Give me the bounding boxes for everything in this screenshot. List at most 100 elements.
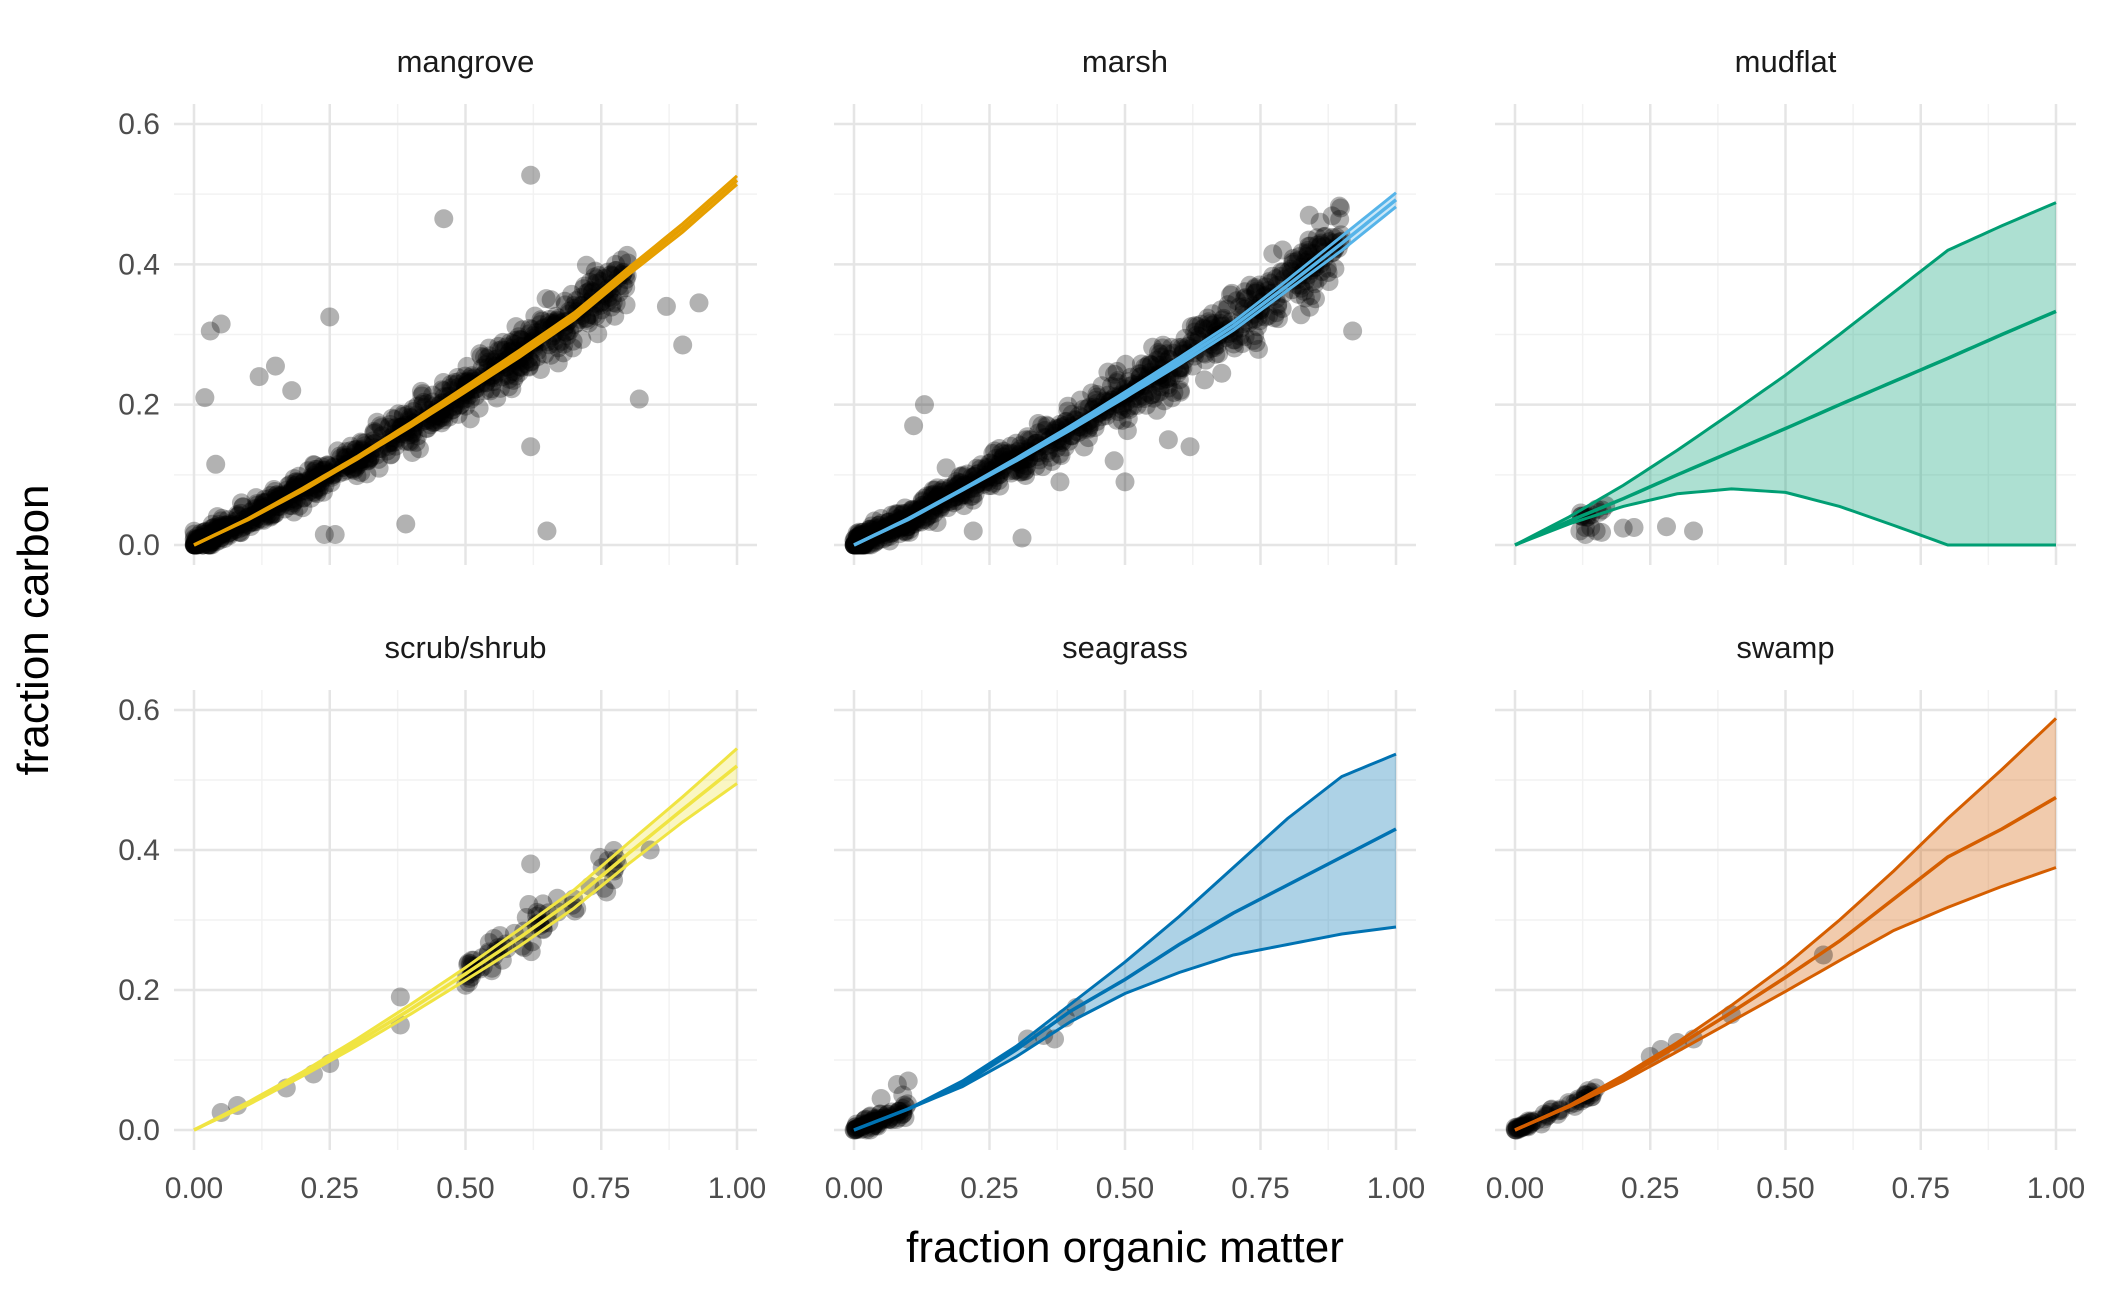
data-point [586, 273, 606, 293]
data-point [1197, 319, 1217, 339]
data-point [413, 384, 433, 404]
data-point [1217, 299, 1237, 319]
data-point [1200, 314, 1220, 334]
data-point [1175, 328, 1195, 348]
data-point [357, 464, 377, 484]
data-point [1118, 398, 1138, 418]
ribbon-lower-line [1514, 487, 2056, 547]
data-point [604, 859, 624, 879]
data-point [195, 388, 215, 408]
data-point [629, 389, 649, 409]
data-point [203, 521, 223, 541]
data-point [1224, 338, 1244, 358]
data-point [1153, 338, 1173, 358]
x-tick-label: 0.50 [1096, 1172, 1154, 1205]
data-point [562, 284, 582, 304]
data-point [1047, 438, 1067, 458]
data-point [210, 518, 230, 538]
data-point [1505, 1118, 1525, 1138]
y-tick-label: 0.6 [118, 108, 160, 141]
data-point [1299, 230, 1319, 250]
data-point [206, 454, 226, 474]
data-point [187, 529, 207, 549]
data-point [1015, 461, 1035, 481]
data-point [927, 489, 947, 509]
data-point [554, 334, 574, 354]
data-point [525, 306, 545, 326]
data-point [1246, 283, 1266, 303]
data-point [934, 478, 954, 498]
data-point [577, 310, 597, 330]
data-point [1319, 232, 1339, 252]
facet-title: mudflat [1735, 44, 1837, 79]
data-point [1021, 430, 1041, 450]
data-point [562, 895, 582, 915]
data-point [1283, 248, 1303, 268]
data-point [1235, 327, 1255, 347]
data-point [494, 340, 514, 360]
data-point [1001, 463, 1021, 483]
data-point [521, 942, 541, 962]
data-point [885, 504, 905, 524]
data-point [1059, 431, 1079, 451]
data-point [1183, 356, 1203, 376]
data-point [439, 407, 459, 427]
data-point [604, 870, 624, 890]
data-point [1037, 416, 1057, 436]
ribbon-upper-line [1514, 717, 2058, 1132]
data-point [1224, 334, 1244, 354]
data-point [1570, 521, 1590, 541]
data-point [844, 532, 864, 552]
data-point [1141, 355, 1161, 375]
data-point [689, 293, 709, 313]
data-point [1266, 303, 1286, 323]
facet-panel-mudflat: mudflat [1495, 44, 2076, 565]
data-point [1142, 385, 1162, 405]
data-point [1299, 236, 1319, 256]
x-tick-label: 0.00 [165, 1172, 223, 1205]
data-point [576, 255, 596, 275]
data-point [451, 395, 471, 415]
data-point [208, 519, 228, 539]
data-point [849, 522, 869, 542]
data-point [282, 381, 302, 401]
data-point [1206, 344, 1226, 364]
data-point [1329, 196, 1349, 216]
data-point [328, 441, 348, 461]
data-point [1133, 386, 1153, 406]
data-point [555, 295, 575, 315]
ribbon-upper-line [853, 752, 1397, 1132]
data-point [1147, 400, 1167, 420]
data-point [927, 513, 947, 533]
data-point [547, 334, 567, 354]
data-point [983, 443, 1003, 463]
data-point [371, 418, 391, 438]
data-point [923, 480, 943, 500]
data-point [911, 512, 931, 532]
data-point [1105, 364, 1125, 384]
data-point [548, 338, 568, 358]
data-point [505, 362, 525, 382]
data-point [1299, 205, 1319, 225]
data-point [1236, 287, 1256, 307]
data-point [289, 496, 309, 516]
data-point [513, 320, 533, 340]
data-point [1037, 415, 1057, 435]
data-point [403, 399, 423, 419]
data-point [1294, 281, 1314, 301]
data-point [617, 245, 637, 265]
data-point [887, 1075, 907, 1094]
data-point [563, 338, 583, 358]
data-point [989, 438, 1009, 458]
data-point [1016, 465, 1036, 485]
data-point [491, 340, 511, 360]
data-point [1193, 319, 1213, 339]
data-point [864, 511, 884, 531]
data-point [878, 523, 898, 543]
data-point [1575, 524, 1595, 544]
data-point [1196, 350, 1216, 370]
data-point [521, 352, 541, 372]
data-point [961, 487, 981, 507]
data-point [367, 412, 387, 432]
data-point [212, 508, 232, 528]
